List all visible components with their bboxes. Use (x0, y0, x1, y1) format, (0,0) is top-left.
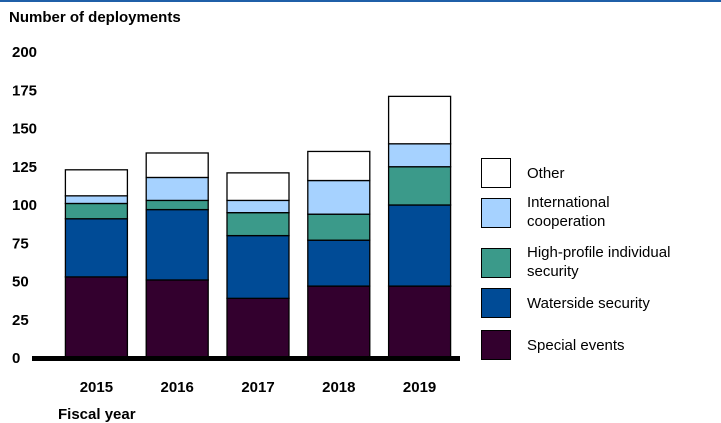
x-tick-label: 2017 (241, 379, 274, 396)
bar-segment (226, 199, 290, 214)
bar-segment (387, 166, 452, 206)
bar-segment (307, 285, 371, 359)
legend-label-international-cooperation: International cooperation (527, 193, 721, 231)
bar-segment (145, 152, 209, 179)
y-tick-label: 100 (12, 197, 37, 214)
bar-segment (387, 285, 452, 359)
legend-label-line: Waterside security (527, 295, 650, 312)
bar-segment (145, 176, 209, 202)
x-tick-label: 2018 (322, 379, 355, 396)
bar-segment (387, 143, 452, 168)
bar-segment (226, 211, 290, 237)
bar-segment (64, 169, 129, 197)
bar-segment (64, 202, 129, 220)
legend-label-line: cooperation (527, 213, 606, 230)
bar-segment (307, 213, 371, 241)
bar-segment (226, 297, 290, 359)
top-rule (0, 0, 721, 2)
y-tick-label: 0 (12, 350, 20, 367)
bar-segment (387, 204, 452, 287)
y-tick-label: 175 (12, 82, 37, 99)
bar-segment (145, 208, 209, 281)
legend-label-special-events: Special events (527, 336, 721, 355)
legend-swatch-special-events (481, 330, 511, 360)
legend-swatch-other (481, 158, 511, 188)
bar-segment (64, 218, 129, 278)
x-tick-label: 2015 (80, 379, 113, 396)
y-tick-label: 50 (12, 274, 29, 291)
y-tick-label: 200 (12, 44, 37, 61)
bar-segment (145, 279, 209, 359)
y-tick-label: 75 (12, 235, 29, 252)
bar-segment (307, 239, 371, 287)
bar-segment (387, 95, 452, 145)
x-tick-label: 2016 (161, 379, 194, 396)
legend-label-waterside-security: Waterside security (527, 294, 721, 313)
legend-label-line: International (527, 194, 610, 211)
bar-segment (145, 199, 209, 211)
bar-segment (64, 195, 129, 205)
x-axis-line (32, 356, 460, 361)
y-tick-label: 125 (12, 159, 37, 176)
legend-swatch-international-cooperation (481, 198, 511, 228)
y-tick-label: 25 (12, 312, 29, 329)
bar-segment (307, 179, 371, 215)
legend-swatch-high-profile-security (481, 248, 511, 278)
y-tick-label: 150 (12, 121, 37, 138)
legend-label-other: Other (527, 164, 721, 183)
x-axis-title: Fiscal year (58, 406, 136, 423)
bar-segment (226, 234, 290, 299)
y-axis-title: Number of deployments (9, 9, 181, 26)
bar-segment (226, 172, 290, 202)
legend-label-high-profile-security: High-profile individual security (527, 243, 721, 281)
legend-label-line: security (527, 263, 579, 280)
bar-segment (64, 276, 129, 359)
legend-label-line: Other (527, 165, 565, 182)
legend-swatch-waterside-security (481, 288, 511, 318)
bar-segment (307, 150, 371, 182)
x-tick-label: 2019 (403, 379, 436, 396)
legend-label-line: High-profile individual (527, 244, 671, 261)
legend-label-line: Special events (527, 337, 625, 354)
